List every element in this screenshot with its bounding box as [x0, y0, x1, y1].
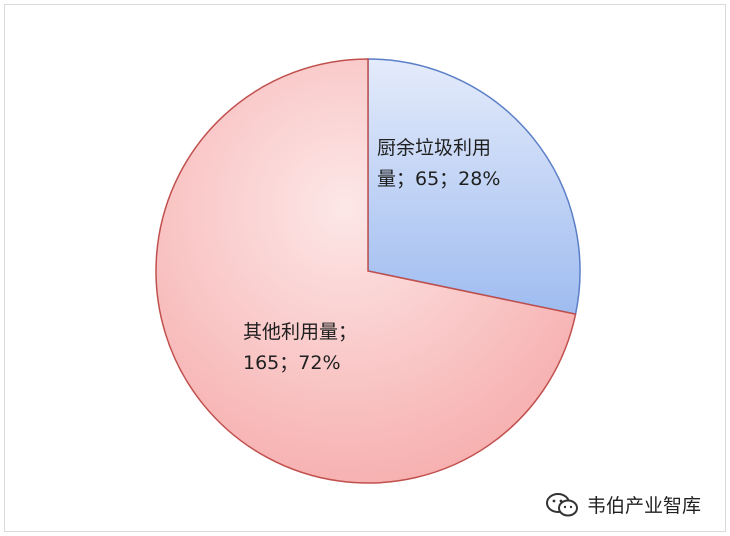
- data-label-other-line1: 其他利用量；: [243, 321, 358, 343]
- data-label-other-line2: 165；72%: [243, 352, 341, 374]
- watermark: 韦伯产业智库: [545, 491, 701, 518]
- watermark-text: 韦伯产业智库: [587, 495, 702, 517]
- pie-slice-other: [155, 58, 577, 484]
- data-label-kitchen: 厨余垃圾利用 量；65；28%: [377, 133, 500, 195]
- wechat-icon: [546, 492, 578, 516]
- pie-chart: [155, 58, 581, 484]
- chart-frame: 厨余垃圾利用 量；65；28% 其他利用量； 165；72% 韦伯产业智库: [4, 4, 726, 532]
- data-label-kitchen-line1: 厨余垃圾利用: [377, 137, 492, 159]
- data-label-other: 其他利用量； 165；72%: [243, 317, 357, 379]
- pie-slice-kitchen-waste: [367, 58, 581, 316]
- data-label-kitchen-line2: 量；65；28%: [377, 168, 501, 190]
